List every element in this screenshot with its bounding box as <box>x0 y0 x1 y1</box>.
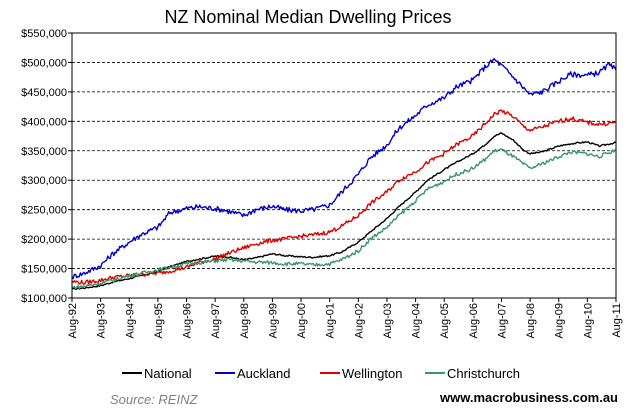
x-tick-label: Aug-04 <box>411 303 423 338</box>
x-tick-label: Aug-09 <box>554 303 566 338</box>
x-tick-label: Aug-07 <box>496 303 508 338</box>
legend-label-wellington: Wellington <box>342 366 402 381</box>
x-tick-label: Aug-08 <box>525 303 537 338</box>
x-tick-label: Aug-98 <box>239 303 251 338</box>
y-tick-label: $500,000 <box>21 57 67 69</box>
y-tick-label: $400,000 <box>21 116 67 128</box>
plot-frame <box>71 32 617 299</box>
x-tick-label: Aug-95 <box>153 303 165 338</box>
x-tick-label: Aug-03 <box>382 303 394 338</box>
y-tick-label: $100,000 <box>21 293 67 305</box>
x-tick-label: Aug-11 <box>611 303 623 338</box>
y-tick-label: $300,000 <box>21 175 67 187</box>
x-tick-label: Aug-94 <box>124 303 136 338</box>
chart-title: NZ Nominal Median Dwelling Prices <box>164 7 451 27</box>
x-tick-label: Aug-97 <box>210 303 222 338</box>
x-axis-ticks: Aug-92 Aug-93 Aug-94 Aug-95 Aug-96 Aug-97 Aug-… <box>67 298 623 338</box>
x-tick-label: Aug-06 <box>468 303 480 338</box>
x-tick-label: Aug-00 <box>296 303 308 338</box>
series-line-christchurch <box>71 148 617 290</box>
x-tick-label: Aug-02 <box>353 303 365 338</box>
x-tick-label: Aug-05 <box>439 303 451 338</box>
x-tick-label: Aug-10 <box>582 303 594 338</box>
x-tick-label: Aug-93 <box>96 303 108 338</box>
x-tick-label: Aug-99 <box>267 303 279 338</box>
x-tick-label: Aug-92 <box>67 303 79 338</box>
x-tick-label: Aug-96 <box>182 303 194 338</box>
y-tick-label: $350,000 <box>21 146 67 158</box>
source-label: Source: REINZ <box>110 392 198 407</box>
series-line-wellington <box>71 109 617 285</box>
y-tick-label: $550,000 <box>21 28 67 40</box>
series-line-auckland <box>71 58 617 280</box>
website-label: www.macrobusiness.com.au <box>439 390 618 405</box>
y-tick-label: $450,000 <box>21 87 67 99</box>
y-tick-label: $250,000 <box>21 205 67 217</box>
y-axis-ticks: $100,000 $150,000 $200,000 $250,000 $300,000… <box>21 28 72 305</box>
legend-label-national: National <box>144 366 192 381</box>
y-tick-label: $200,000 <box>21 234 67 246</box>
y-tick-label: $150,000 <box>21 264 67 276</box>
legend-label-auckland: Auckland <box>237 366 290 381</box>
legend-label-christchurch: Christchurch <box>447 366 520 381</box>
series-lines <box>71 58 617 291</box>
legend: National Auckland Wellington Christchurch <box>122 366 520 381</box>
x-tick-label: Aug-01 <box>325 303 337 338</box>
